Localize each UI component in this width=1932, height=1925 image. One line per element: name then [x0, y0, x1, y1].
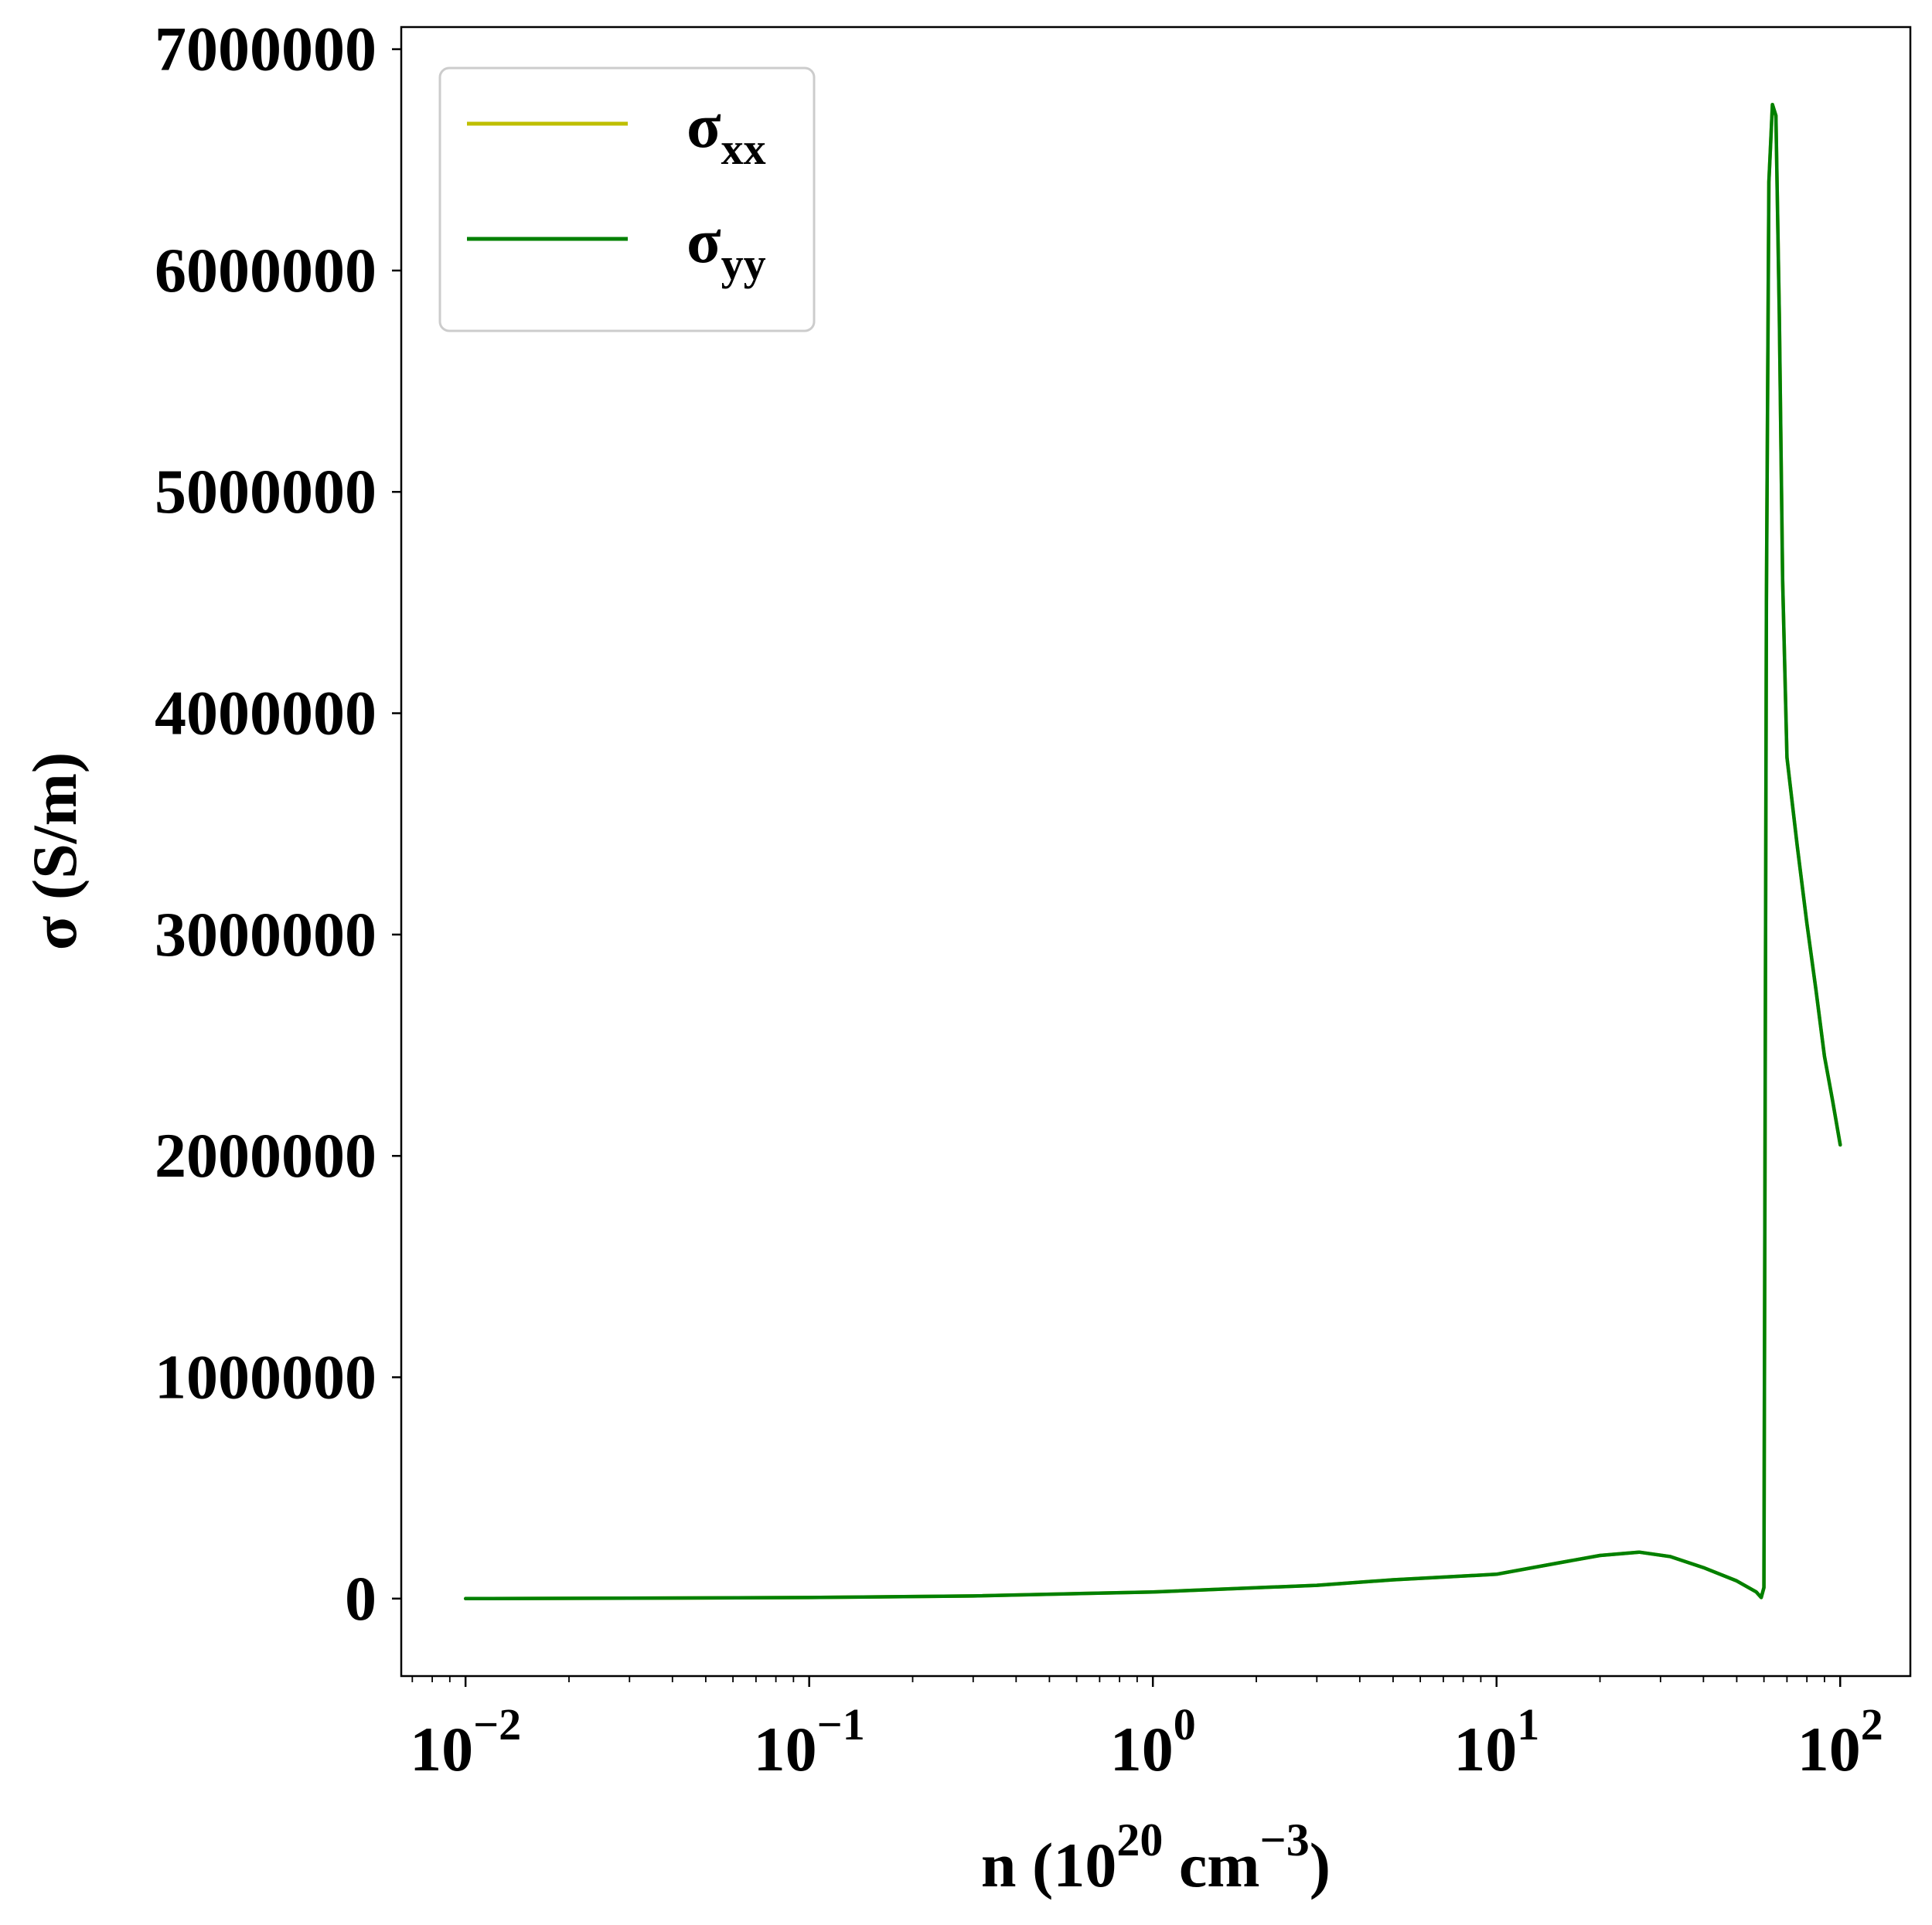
legend-frame — [438, 66, 816, 332]
x-tick-label: 101 — [1453, 1699, 1539, 1784]
x-axis-label-exponent-1: 20 — [1116, 1814, 1163, 1865]
y-tick-label: 5000000 — [155, 456, 377, 526]
y-tick-label: 2000000 — [155, 1120, 377, 1191]
legend-label-sigma-yy-subscript: yy — [721, 239, 766, 289]
x-axis-label: n (1020 cm−3) — [981, 1814, 1331, 1900]
x-tick-label: 10−1 — [754, 1699, 865, 1784]
legend-label-sigma-xx-symbol: σ — [687, 90, 721, 161]
y-tick-label: 6000000 — [155, 235, 377, 305]
series-line-sigma-yy — [463, 102, 1842, 1601]
legend-label-sigma-yy: σyy — [687, 206, 766, 289]
legend-label-sigma-xx-subscript: xx — [721, 124, 766, 174]
y-tick-label: 0 — [345, 1563, 377, 1634]
x-axis: 10−2 10−1 100 101 102 — [410, 1676, 1883, 1784]
plot-frame — [400, 26, 1912, 1678]
x-axis-label-close: ) — [1310, 1830, 1331, 1900]
x-axis-label-unit: cm — [1163, 1830, 1259, 1900]
x-axis-label-exponent-2: −3 — [1260, 1814, 1310, 1865]
y-tick-label: 1000000 — [155, 1341, 377, 1412]
y-axis: 0 1000000 2000000 3000000 4000000 5000000 6000… — [155, 14, 401, 1634]
y-axis-label: σ (S/m) — [19, 752, 90, 950]
legend: σxx σyy — [438, 66, 816, 332]
y-tick-label: 7000000 — [155, 14, 377, 84]
y-tick-label: 4000000 — [155, 678, 377, 748]
series-layer — [463, 102, 1842, 1601]
x-tick-label: 10−2 — [410, 1699, 521, 1784]
x-tick-label: 100 — [1110, 1699, 1196, 1784]
x-axis-label-base: n (10 — [981, 1830, 1116, 1900]
legend-label-sigma-yy-symbol: σ — [687, 206, 721, 276]
y-tick-label: 3000000 — [155, 899, 377, 969]
legend-label-sigma-xx: σxx — [687, 90, 766, 174]
x-tick-label: 102 — [1797, 1699, 1883, 1784]
